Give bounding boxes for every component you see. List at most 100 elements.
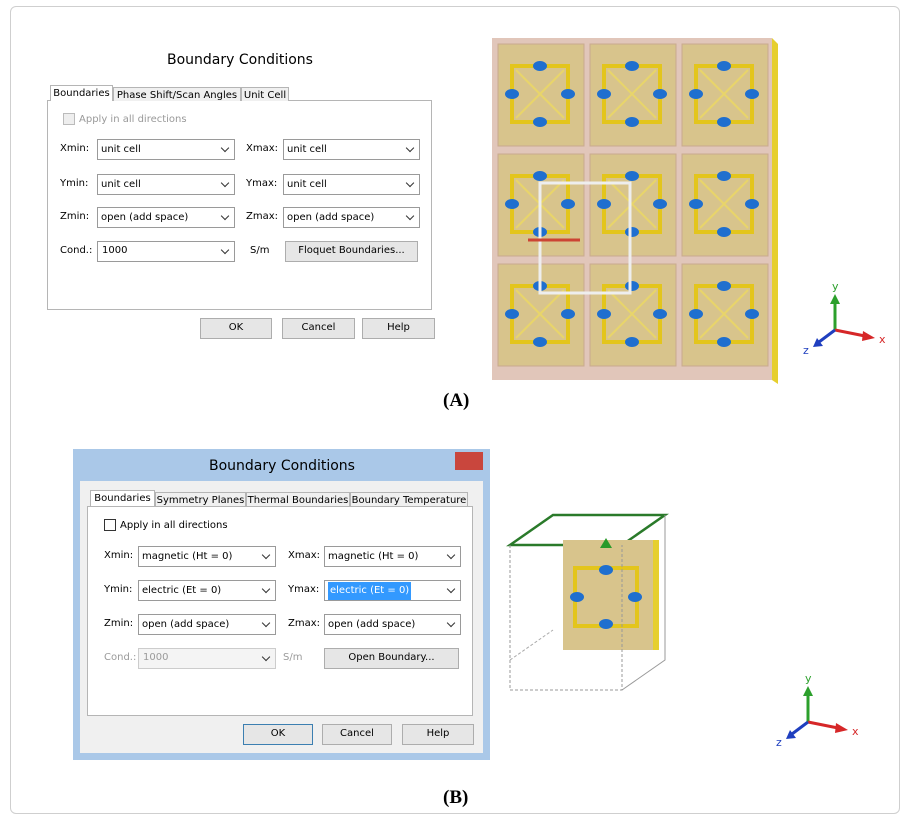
edge bbox=[772, 38, 778, 384]
side-button: Floquet Boundaries... bbox=[285, 241, 418, 262]
field-label: Zmax: bbox=[288, 615, 320, 633]
axis-z bbox=[792, 722, 808, 734]
field-label: Zmin: bbox=[60, 208, 89, 226]
dialog-button: OK bbox=[243, 724, 313, 745]
tab: Phase Shift/Scan Angles bbox=[113, 87, 241, 101]
axis-x bbox=[808, 722, 838, 728]
dropdown: unit cell bbox=[97, 139, 235, 160]
element bbox=[745, 309, 759, 319]
element bbox=[625, 227, 639, 237]
dropdown: open (add space) bbox=[283, 207, 420, 228]
field-label: Xmax: bbox=[288, 547, 320, 565]
element bbox=[625, 61, 639, 71]
dropdown-value: open (add space) bbox=[101, 209, 188, 227]
element bbox=[628, 592, 642, 602]
dropdown: electric (Et = 0) bbox=[324, 580, 461, 601]
dropdown: open (add space) bbox=[324, 614, 461, 635]
figure: yxz yxz Boundary ConditionsBoundariesPha… bbox=[0, 0, 903, 817]
axis-x bbox=[835, 330, 865, 336]
dropdown-value: unit cell bbox=[287, 176, 327, 194]
box-edge bbox=[510, 630, 553, 660]
dropdown-value: magnetic (Ht = 0) bbox=[328, 548, 418, 566]
field-label: Ymax: bbox=[288, 581, 319, 599]
element bbox=[717, 281, 731, 291]
field-label: Ymin: bbox=[60, 175, 88, 193]
element bbox=[533, 61, 547, 71]
dropdown-value: magnetic (Ht = 0) bbox=[142, 548, 232, 566]
element bbox=[599, 619, 613, 629]
element bbox=[689, 89, 703, 99]
cond-label: Cond.: bbox=[104, 649, 136, 667]
dialog-title: Boundary Conditions bbox=[192, 456, 372, 476]
axis-label: y bbox=[832, 280, 839, 293]
element bbox=[745, 199, 759, 209]
panel-caption: (A) bbox=[443, 390, 469, 412]
element bbox=[505, 89, 519, 99]
element bbox=[505, 309, 519, 319]
element bbox=[653, 309, 667, 319]
dropdown-value: open (add space) bbox=[142, 616, 229, 634]
checkbox bbox=[63, 113, 75, 125]
dialog-button: Help bbox=[362, 318, 435, 339]
field-label: Zmax: bbox=[246, 208, 278, 226]
element bbox=[597, 199, 611, 209]
cond-unit: S/m bbox=[283, 649, 302, 667]
axis-label: y bbox=[805, 672, 812, 685]
arrow-x bbox=[862, 331, 875, 341]
dropdown-value: unit cell bbox=[287, 141, 327, 159]
axis-z bbox=[819, 330, 835, 342]
dropdown-value: electric (Et = 0) bbox=[328, 582, 411, 600]
checkbox-label: Apply in all directions bbox=[120, 517, 228, 535]
cond-input: 1000 bbox=[97, 241, 235, 262]
field-label: Zmin: bbox=[104, 615, 133, 633]
axis-label: x bbox=[879, 333, 886, 346]
element bbox=[717, 227, 731, 237]
element bbox=[717, 117, 731, 127]
field-label: Ymax: bbox=[246, 175, 277, 193]
element bbox=[625, 117, 639, 127]
element bbox=[597, 89, 611, 99]
tab: Thermal Boundaries bbox=[246, 492, 350, 506]
dropdown: electric (Et = 0) bbox=[138, 580, 276, 601]
element bbox=[570, 592, 584, 602]
element bbox=[561, 309, 575, 319]
element bbox=[745, 89, 759, 99]
tab: Symmetry Planes bbox=[155, 492, 246, 506]
dropdown: unit cell bbox=[283, 139, 420, 160]
tab: Boundary Temperature bbox=[350, 492, 468, 506]
dialog-title: Boundary Conditions bbox=[150, 50, 330, 70]
arrow-y bbox=[803, 686, 813, 696]
element bbox=[625, 337, 639, 347]
element bbox=[599, 565, 613, 575]
element bbox=[561, 199, 575, 209]
tab: Unit Cell bbox=[241, 87, 289, 101]
element bbox=[533, 337, 547, 347]
close-button bbox=[455, 452, 483, 470]
arrow-x bbox=[835, 723, 848, 733]
dropdown-value: open (add space) bbox=[287, 209, 374, 227]
field-label: Xmin: bbox=[104, 547, 133, 565]
element bbox=[533, 171, 547, 181]
cond-label: Cond.: bbox=[60, 242, 92, 260]
dialog-button: Cancel bbox=[282, 318, 355, 339]
dropdown: unit cell bbox=[97, 174, 235, 195]
tab-panel bbox=[47, 100, 432, 310]
cond-input: 1000 bbox=[138, 648, 276, 669]
element bbox=[689, 309, 703, 319]
element bbox=[505, 199, 519, 209]
cell-edge bbox=[653, 540, 659, 650]
element bbox=[625, 281, 639, 291]
arrow-y bbox=[830, 294, 840, 304]
dialog-button: OK bbox=[200, 318, 272, 339]
element bbox=[689, 199, 703, 209]
field-label: Ymin: bbox=[104, 581, 132, 599]
dialog-button: Cancel bbox=[322, 724, 392, 745]
tab: Boundaries bbox=[50, 85, 113, 101]
axis-label: x bbox=[852, 725, 859, 738]
dropdown: magnetic (Ht = 0) bbox=[324, 546, 461, 567]
dropdown-value: unit cell bbox=[101, 141, 141, 159]
field-label: Xmin: bbox=[60, 140, 89, 158]
checkbox bbox=[104, 519, 116, 531]
dialog-button: Help bbox=[402, 724, 474, 745]
dropdown-value: electric (Et = 0) bbox=[142, 582, 221, 600]
